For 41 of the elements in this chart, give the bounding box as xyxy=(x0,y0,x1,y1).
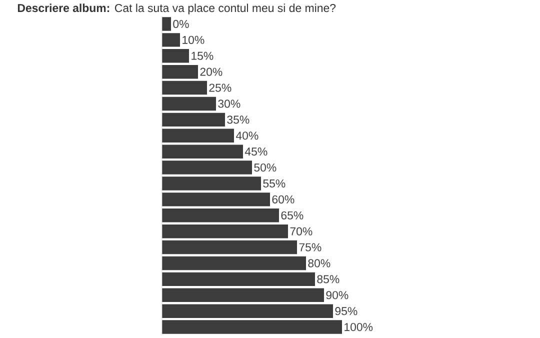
bar xyxy=(162,64,198,79)
y-tick-label: 30% xyxy=(218,100,240,108)
y-tick-label: 10% xyxy=(182,36,204,44)
y-tick-label: 50% xyxy=(254,163,276,172)
chart-title: Descriere album: Cat la suta va place contul meu si de mine? xyxy=(18,4,336,14)
y-tick-label: 35% xyxy=(227,116,250,124)
bar xyxy=(162,208,280,222)
y-tick-label: 100% xyxy=(344,322,373,332)
bar xyxy=(162,240,298,254)
bar xyxy=(162,128,234,142)
bar xyxy=(162,272,316,286)
y-tick-label: 45% xyxy=(244,148,268,156)
y-tick-label: 60% xyxy=(272,195,294,204)
bar xyxy=(162,96,216,111)
y-tick-label: 70% xyxy=(290,227,312,236)
bar xyxy=(162,304,334,318)
bar xyxy=(162,80,208,95)
y-tick-label: 80% xyxy=(308,259,330,268)
y-tick-label: 90% xyxy=(326,291,348,300)
bar xyxy=(162,176,262,190)
bar xyxy=(162,256,306,270)
bar xyxy=(162,112,226,127)
bar xyxy=(162,49,190,63)
bar xyxy=(162,288,324,302)
bar xyxy=(162,144,244,158)
y-tick-label: 15% xyxy=(192,52,214,60)
y-tick-label: 55% xyxy=(263,179,286,188)
y-tick-label: 65% xyxy=(281,211,304,220)
y-tick-label: 75% xyxy=(299,243,322,252)
y-tick-label: 40% xyxy=(236,132,258,140)
y-tick-label: 95% xyxy=(335,307,358,316)
bar xyxy=(162,224,288,238)
y-tick-label: 85% xyxy=(317,275,340,284)
y-tick-label: 20% xyxy=(200,68,222,76)
y-tick-label: 25% xyxy=(209,84,232,92)
bar xyxy=(162,17,172,31)
bar xyxy=(162,33,180,47)
bar xyxy=(162,192,270,206)
bar xyxy=(162,320,342,334)
y-tick-label: 0% xyxy=(173,20,189,28)
bar xyxy=(162,160,252,174)
